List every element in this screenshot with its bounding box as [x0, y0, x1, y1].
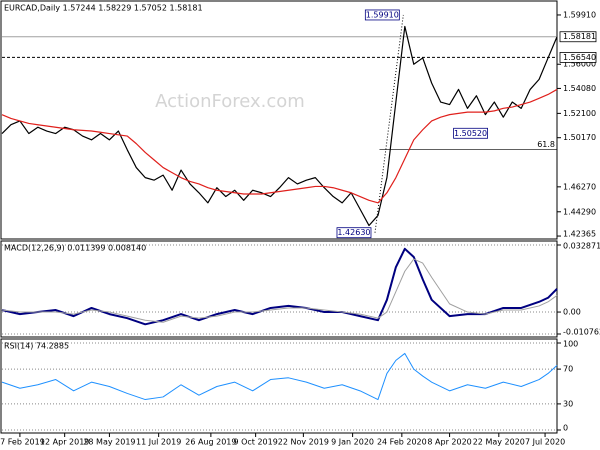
panel-title: EURCAD,Daily 1.57244 1.58229 1.57052 1.5…: [4, 4, 203, 13]
y-tick-label: 1.52100: [563, 109, 596, 118]
y-tick-label: 1.46270: [563, 182, 596, 191]
annotation-box: [453, 127, 488, 139]
watermark: ActionForex.com: [155, 91, 305, 112]
series-line: [1, 352, 558, 401]
series-line: [1, 247, 558, 326]
panel-frame: [0, 0, 558, 240]
series-line: [1, 88, 558, 204]
price-level-box: [559, 31, 597, 43]
y-tick-label: 0: [563, 424, 568, 433]
price-level-label: 1.58181: [563, 32, 596, 41]
y-tick-label: 1.50170: [563, 133, 596, 142]
x-tick-label: 7 Jul 2020: [525, 438, 565, 447]
y-tick-label: 1.42365: [563, 230, 596, 239]
y-tick-label: 0.00: [563, 308, 581, 317]
annotation-box: [336, 227, 372, 239]
y-tick-label: 1.44290: [563, 207, 596, 216]
annotation-label: 1.59910: [366, 10, 399, 19]
series-line: [1, 25, 558, 227]
x-tick-label: 28 May 2019: [83, 438, 135, 447]
x-tick-label: 9 Oct 2019: [233, 438, 277, 447]
panel-title: MACD(12,26,9) 0.011399 0.008140: [4, 244, 146, 253]
y-tick-label: 1.54080: [563, 84, 596, 93]
x-tick-label: 22 May 2020: [473, 438, 525, 447]
panel-frame: [0, 240, 558, 338]
annotation-box: [364, 9, 400, 21]
y-tick-label: 70: [563, 365, 573, 374]
y-tick-label: 30: [563, 399, 573, 408]
panel-frame: [0, 338, 558, 434]
y-tick-label: -0.010762: [563, 328, 600, 337]
panel-title: RSI(14) 74.2885: [4, 342, 69, 351]
x-tick-label: 22 Nov 2019: [278, 438, 329, 447]
x-tick-label: 27 Feb 2019: [0, 438, 45, 447]
x-tick-label: 9 Jan 2020: [331, 438, 374, 447]
y-tick-label: 100: [563, 340, 578, 349]
series-line: [1, 258, 558, 323]
x-tick-label: 24 Feb 2020: [377, 438, 427, 447]
x-tick-label: 8 Apr 2020: [427, 438, 471, 447]
y-tick-label: 1.56000: [563, 60, 596, 69]
fib-label: 61.8: [537, 140, 555, 149]
x-tick-label: 11 Jul 2019: [136, 438, 181, 447]
price-level-box: [559, 52, 597, 63]
trendline: [374, 14, 404, 233]
annotation-label: 1.50520: [454, 129, 487, 138]
annotation-label: 1.42630: [337, 228, 370, 237]
x-tick-label: 12 Apr 2019: [40, 438, 89, 447]
y-tick-label: 0.032871: [563, 242, 600, 251]
y-tick-label: 1.59910: [563, 10, 596, 19]
x-tick-label: 26 Aug 2019: [185, 438, 236, 447]
price-level-label: 1.56540: [563, 53, 596, 62]
